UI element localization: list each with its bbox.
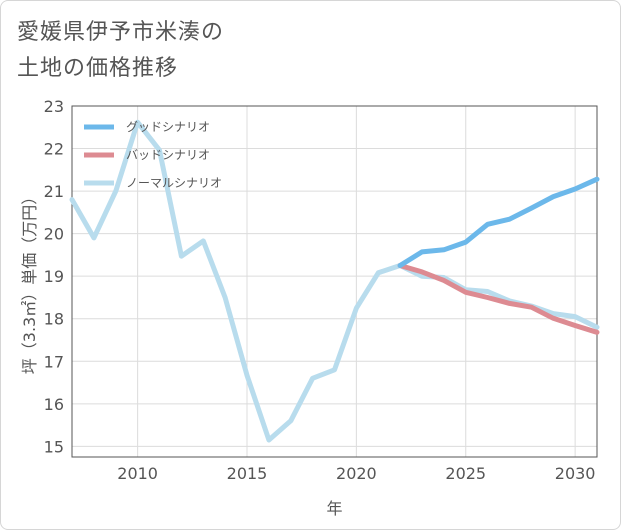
y-tick-label: 18 xyxy=(44,310,64,329)
chart-title-line2: 土地の価格推移 xyxy=(17,56,179,81)
x-tick-label: 2030 xyxy=(555,464,596,483)
y-tick-label: 16 xyxy=(44,395,64,414)
y-axis-label: 坪（3.3㎡）単価（万円） xyxy=(20,189,39,374)
x-tick-label: 2015 xyxy=(227,464,268,483)
good-scenario-line xyxy=(397,176,600,268)
x-tick-label: 2020 xyxy=(336,464,377,483)
y-tick-label: 19 xyxy=(44,267,64,286)
bad-scenario-line xyxy=(397,263,600,335)
x-tick-label: 2010 xyxy=(117,464,158,483)
series-lines xyxy=(69,119,600,443)
normal-scenario-line xyxy=(69,119,600,443)
plot-frame xyxy=(71,105,598,458)
legend-normal-scenario-label: ノーマルシナリオ xyxy=(126,176,222,190)
y-tick-labels: 15 16 17 18 19 20 21 22 23 xyxy=(44,97,64,456)
y-tick-label: 21 xyxy=(44,182,64,201)
legend-bad-scenario-label: バッドシナリオ xyxy=(126,148,210,162)
y-tick-label: 20 xyxy=(44,225,64,244)
x-tick-labels: 2010 2015 2020 2025 2030 xyxy=(117,464,595,483)
y-tick-label: 15 xyxy=(44,437,64,456)
chart-title: 愛媛県伊予市米湊の 土地の価格推移 xyxy=(17,15,224,87)
x-tick-label: 2025 xyxy=(445,464,486,483)
x-axis-label: 年 xyxy=(326,499,342,518)
y-tick-label: 23 xyxy=(44,97,64,116)
chart-title-line1: 愛媛県伊予市米湊の xyxy=(17,20,225,45)
y-tick-label: 17 xyxy=(44,352,64,371)
y-tick-label: 22 xyxy=(44,140,64,159)
legend-good-scenario-label: グッドシナリオ xyxy=(126,120,210,134)
